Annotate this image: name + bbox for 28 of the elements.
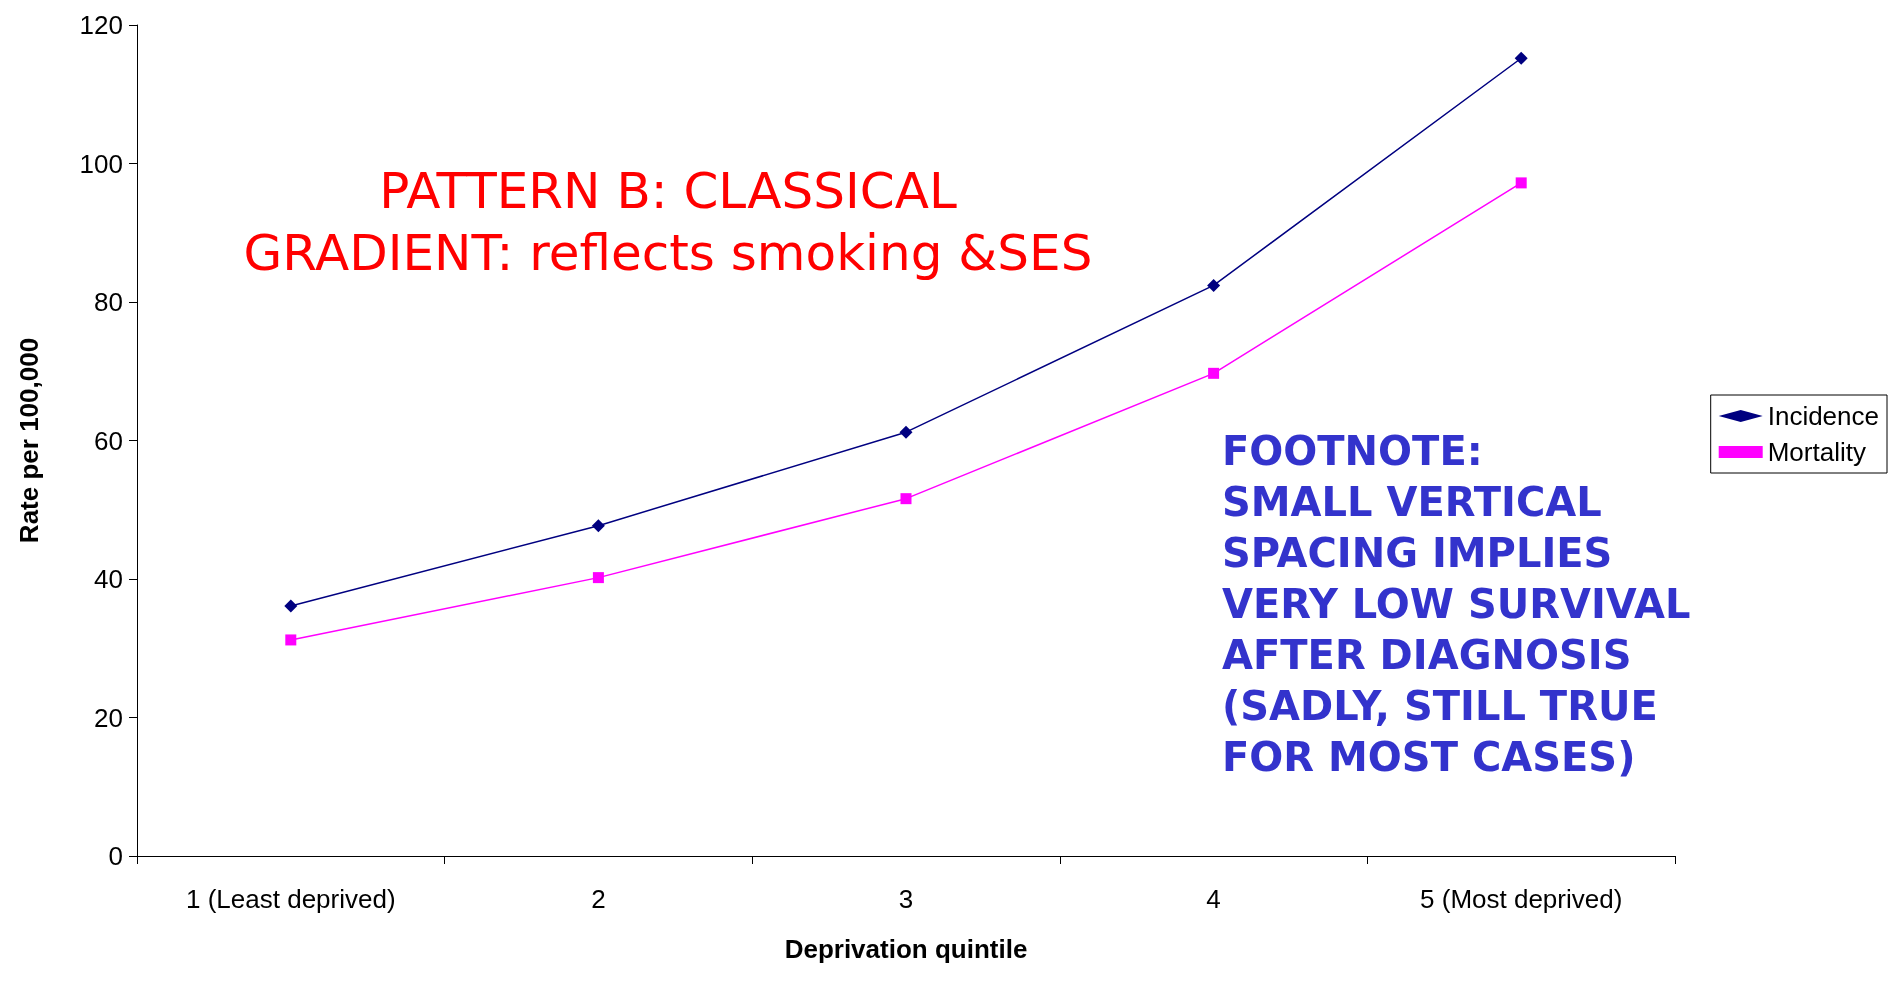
point	[1514, 51, 1528, 65]
x-axis-title: Deprivation quintile	[784, 934, 1028, 964]
point	[592, 572, 604, 584]
point	[1207, 278, 1221, 292]
x-tick-label: 2	[591, 884, 606, 914]
point	[899, 425, 913, 439]
annotation: PATTERN B: CLASSICAL GRADIENT: reflects smoking &SES	[243, 162, 1093, 282]
point	[285, 634, 297, 646]
x-tick-label: 4	[1206, 884, 1221, 914]
y-tick-label: 60	[94, 425, 123, 456]
point	[591, 519, 605, 533]
point	[1515, 177, 1527, 189]
x-tick-label: 5 (Most deprived)	[1420, 884, 1623, 914]
legend-label: Mortality	[1767, 437, 1866, 467]
y-tick-label: 20	[94, 702, 123, 733]
y-tick-label: 40	[94, 564, 123, 594]
y-tick-label: 80	[94, 287, 123, 317]
annotation: FOOTNOTE: SMALL VERTICAL SPACING IMPLIES VERY LOW SURVIVAL AFTER DIAGNOSIS (SADLY, STILL TRUE FOR MOST CASES)	[1222, 427, 1691, 780]
legend-label: Incidence	[1767, 401, 1880, 431]
point	[1208, 367, 1220, 379]
x-tick-label: 1 (Least deprived)	[186, 884, 396, 914]
y-tick-label: 120	[79, 10, 123, 40]
y-tick-label: 100	[79, 148, 123, 179]
x-tick-label: 3	[898, 884, 914, 914]
y-tick-label: 0	[108, 841, 123, 871]
point	[284, 599, 298, 613]
point	[900, 493, 912, 505]
y-axis-title: Rate per 100,000	[14, 337, 44, 544]
